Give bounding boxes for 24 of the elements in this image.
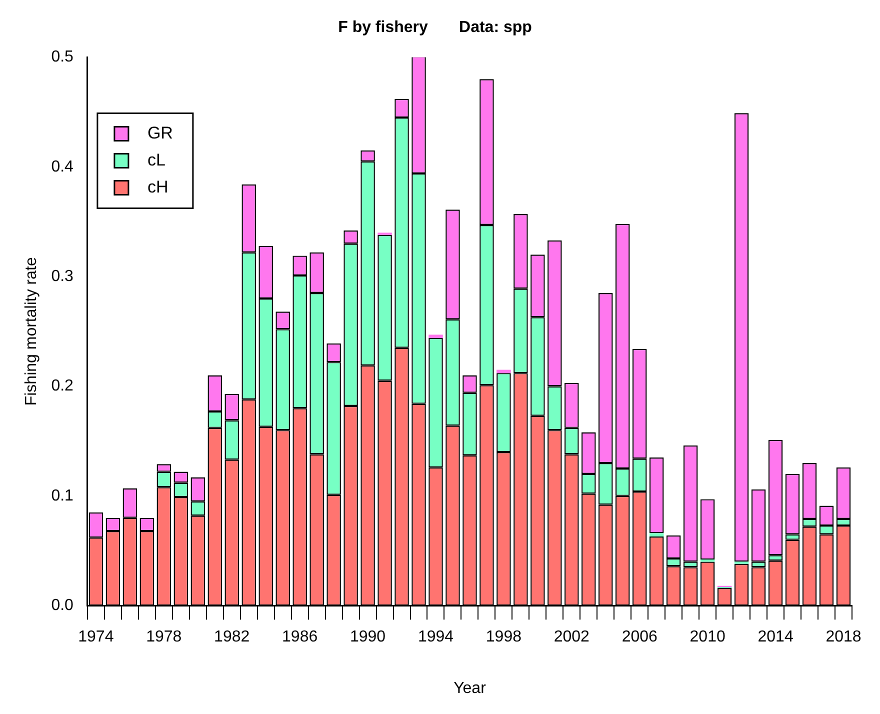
legend-label: cH bbox=[147, 177, 168, 196]
x-tick-label: 2010 bbox=[690, 628, 726, 646]
x-tick-label: 2018 bbox=[826, 628, 862, 646]
legend-label: cL bbox=[147, 150, 166, 170]
legend-label: GR bbox=[147, 123, 173, 142]
y-tick-label: 0.0 bbox=[51, 597, 74, 614]
y-tick-label: 0.3 bbox=[51, 268, 74, 285]
x-tick-label: 1990 bbox=[350, 628, 386, 646]
y-tick-label: 0.5 bbox=[51, 48, 74, 66]
y-axis-title: Fishing mortality rate bbox=[23, 257, 40, 406]
x-tick-label: 1998 bbox=[486, 628, 522, 646]
x-tick-label: 1982 bbox=[214, 628, 250, 646]
chart-title: F by fishery Data: spp bbox=[338, 19, 532, 36]
x-axis-title: Year bbox=[454, 680, 487, 697]
x-tick-label: 2014 bbox=[758, 628, 794, 646]
y-tick-label: 0.4 bbox=[51, 158, 74, 176]
y-tick-label: 0.1 bbox=[51, 487, 74, 504]
x-tick-label: 2006 bbox=[622, 628, 658, 646]
x-tick-label: 2002 bbox=[554, 628, 590, 646]
x-tick-label: 1986 bbox=[282, 628, 318, 646]
x-tick-label: 1978 bbox=[146, 628, 182, 646]
x-tick-label: 1974 bbox=[78, 628, 114, 646]
x-tick-label: 1994 bbox=[418, 628, 454, 646]
y-tick-label: 0.2 bbox=[51, 378, 74, 395]
